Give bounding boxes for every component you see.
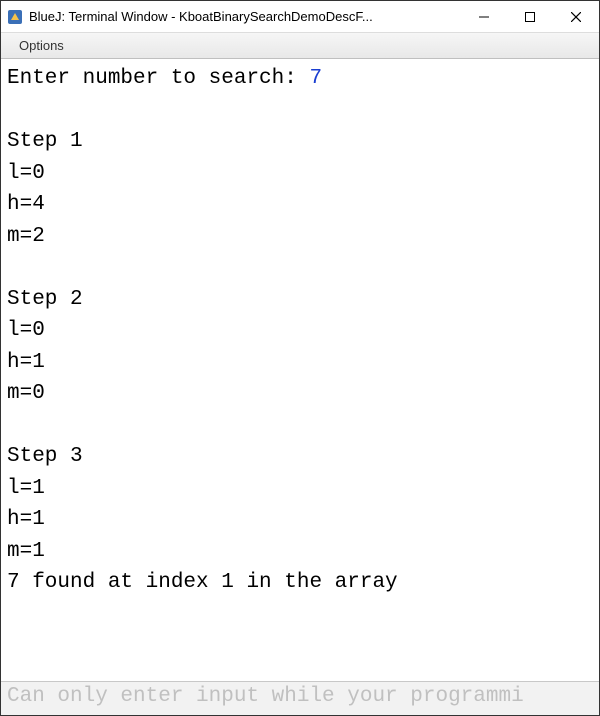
menu-options[interactable]: Options — [11, 36, 72, 55]
terminal-line: m=0 — [7, 378, 593, 410]
prompt-label: Enter number to search: — [7, 67, 309, 90]
terminal-line: l=1 — [7, 473, 593, 505]
window-controls — [461, 1, 599, 32]
close-button[interactable] — [553, 1, 599, 32]
terminal-line: Step 2 — [7, 284, 593, 316]
window-title: BlueJ: Terminal Window - KboatBinarySear… — [29, 9, 461, 24]
prompt-input-value: 7 — [309, 67, 322, 90]
terminal-line — [7, 95, 593, 127]
terminal-input[interactable]: Can only enter input while your programm… — [1, 681, 599, 715]
terminal-input-placeholder: Can only enter input while your programm… — [7, 685, 524, 708]
terminal-output: Enter number to search: 7 Step 1l=0h=4m=… — [1, 59, 599, 681]
terminal-line: Step 1 — [7, 126, 593, 158]
terminal-line: l=0 — [7, 315, 593, 347]
menubar: Options — [1, 33, 599, 59]
minimize-button[interactable] — [461, 1, 507, 32]
bluej-app-icon — [7, 9, 23, 25]
maximize-button[interactable] — [507, 1, 553, 32]
terminal-line: m=1 — [7, 536, 593, 568]
terminal-line: h=1 — [7, 504, 593, 536]
terminal-line — [7, 252, 593, 284]
terminal-prompt-line: Enter number to search: 7 — [7, 63, 593, 95]
terminal-line: m=2 — [7, 221, 593, 253]
terminal-line: l=0 — [7, 158, 593, 190]
terminal-line: 7 found at index 1 in the array — [7, 567, 593, 599]
window-titlebar: BlueJ: Terminal Window - KboatBinarySear… — [1, 1, 599, 33]
terminal-line: h=1 — [7, 347, 593, 379]
terminal-line — [7, 410, 593, 442]
terminal-line: Step 3 — [7, 441, 593, 473]
terminal-line: h=4 — [7, 189, 593, 221]
